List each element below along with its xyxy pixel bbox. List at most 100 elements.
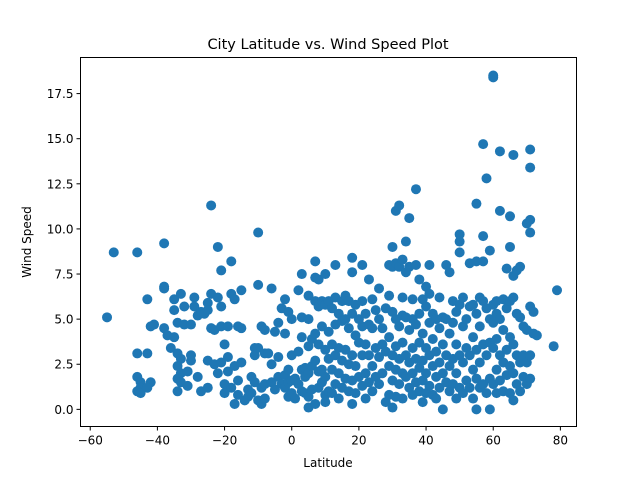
data-point: [350, 388, 361, 399]
data-point: [263, 348, 274, 359]
data-point: [219, 339, 230, 350]
data-point: [142, 294, 153, 305]
data-point: [481, 173, 492, 184]
data-point: [340, 344, 351, 355]
data-point: [525, 144, 536, 155]
data-point: [293, 285, 304, 296]
data-point: [494, 146, 505, 157]
data-point: [494, 375, 505, 386]
data-point: [273, 352, 284, 363]
data-point: [417, 355, 428, 366]
data-point: [229, 294, 240, 305]
data-point: [434, 292, 445, 303]
data-point: [407, 368, 418, 379]
data-point: [169, 332, 180, 343]
chart-title: City Latitude vs. Wind Speed Plot: [207, 37, 448, 53]
data-point: [434, 382, 445, 393]
data-point: [367, 361, 378, 372]
data-point: [498, 324, 509, 335]
data-point: [286, 314, 297, 325]
data-point: [135, 388, 146, 399]
data-point: [531, 330, 542, 341]
data-point: [132, 247, 143, 258]
data-point: [508, 292, 519, 303]
data-point: [108, 247, 119, 258]
y-tick-label: 7.5: [54, 268, 73, 282]
data-point: [394, 379, 405, 390]
data-point: [310, 328, 321, 339]
data-point: [468, 299, 479, 310]
data-point: [293, 346, 304, 357]
data-point: [508, 149, 519, 160]
data-point: [222, 366, 233, 377]
y-tick-label: 0.0: [54, 403, 73, 417]
y-axis: 0.0 2.5 5.0 7.5 10.0 12.5 15.0 17.5: [47, 87, 81, 417]
data-point: [457, 388, 468, 399]
data-point: [280, 328, 291, 339]
data-point: [169, 294, 180, 305]
x-tick-label: −40: [145, 434, 170, 448]
data-point: [343, 323, 354, 334]
data-point: [374, 352, 385, 363]
data-point: [142, 348, 153, 359]
data-point: [525, 214, 536, 225]
data-point: [457, 292, 468, 303]
data-point: [357, 296, 368, 307]
data-point: [431, 346, 442, 357]
data-point: [377, 368, 388, 379]
data-point: [296, 269, 307, 280]
data-point: [226, 256, 237, 267]
x-tick-label: 40: [418, 434, 433, 448]
data-point: [169, 305, 180, 316]
data-point: [471, 373, 482, 384]
data-point: [431, 393, 442, 404]
data-point: [552, 285, 563, 296]
data-point: [548, 341, 559, 352]
data-point: [159, 283, 170, 294]
data-point: [357, 260, 368, 271]
data-point: [414, 337, 425, 348]
data-point: [212, 241, 223, 252]
data-point: [320, 397, 331, 408]
data-point: [451, 339, 462, 350]
data-point: [424, 260, 435, 271]
data-point: [404, 324, 415, 335]
data-point: [360, 368, 371, 379]
data-point: [192, 371, 203, 382]
data-point: [421, 368, 432, 379]
data-point: [491, 364, 502, 375]
data-point: [387, 402, 398, 413]
data-point: [478, 379, 489, 390]
data-point: [216, 265, 227, 276]
data-point: [464, 382, 475, 393]
data-point: [159, 238, 170, 249]
data-point: [397, 254, 408, 265]
data-point: [454, 247, 465, 258]
data-point: [464, 350, 475, 361]
data-point: [229, 398, 240, 409]
data-point: [414, 274, 425, 285]
data-point: [303, 290, 314, 301]
data-point: [515, 386, 526, 397]
data-point: [414, 308, 425, 319]
data-point: [189, 301, 200, 312]
data-point: [202, 305, 213, 316]
x-tick-label: 80: [553, 434, 568, 448]
data-point: [397, 337, 408, 348]
data-point: [387, 241, 398, 252]
y-tick-label: 5.0: [54, 313, 73, 327]
data-point: [310, 256, 321, 267]
data-point: [327, 303, 338, 314]
data-point: [505, 211, 516, 222]
x-tick-label: −60: [78, 434, 103, 448]
data-point: [363, 274, 374, 285]
data-point: [182, 366, 193, 377]
data-point: [515, 312, 526, 323]
data-point: [310, 398, 321, 409]
data-point: [434, 357, 445, 368]
data-point: [528, 306, 539, 317]
data-point: [253, 343, 264, 354]
data-point: [182, 380, 193, 391]
data-point: [363, 350, 374, 361]
data-point: [437, 368, 448, 379]
